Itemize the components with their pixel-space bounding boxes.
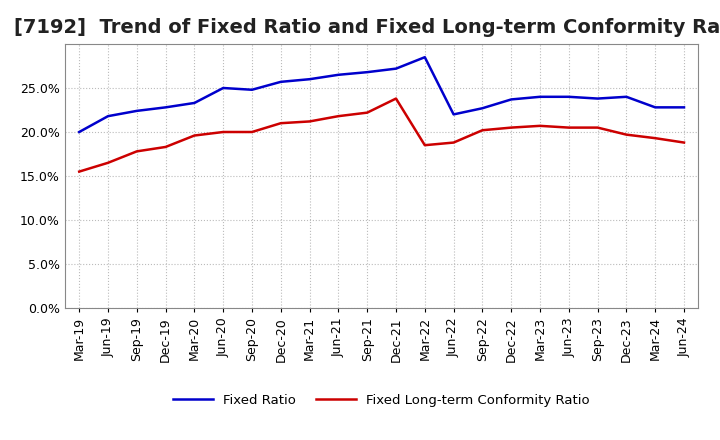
Fixed Ratio: [132, 108, 141, 114]
Fixed Ratio: [478, 106, 487, 111]
Fixed Ratio: [651, 105, 660, 110]
Fixed Ratio: [161, 105, 170, 110]
Fixed Long-term Conformity Ratio: [536, 123, 544, 128]
Fixed Ratio: [507, 97, 516, 102]
Fixed Long-term Conformity Ratio: [219, 129, 228, 135]
Fixed Long-term Conformity Ratio: [104, 160, 112, 165]
Fixed Long-term Conformity Ratio: [478, 128, 487, 133]
Fixed Ratio: [276, 79, 285, 84]
Fixed Ratio: [392, 66, 400, 71]
Line: Fixed Ratio: Fixed Ratio: [79, 57, 684, 132]
Line: Fixed Long-term Conformity Ratio: Fixed Long-term Conformity Ratio: [79, 99, 684, 172]
Fixed Long-term Conformity Ratio: [651, 136, 660, 141]
Fixed Long-term Conformity Ratio: [622, 132, 631, 137]
Fixed Ratio: [248, 87, 256, 92]
Fixed Ratio: [219, 85, 228, 91]
Fixed Ratio: [363, 70, 372, 75]
Fixed Long-term Conformity Ratio: [161, 144, 170, 150]
Fixed Long-term Conformity Ratio: [680, 140, 688, 145]
Fixed Ratio: [449, 112, 458, 117]
Fixed Long-term Conformity Ratio: [392, 96, 400, 101]
Title: [7192]  Trend of Fixed Ratio and Fixed Long-term Conformity Ratio: [7192] Trend of Fixed Ratio and Fixed Lo…: [14, 18, 720, 37]
Fixed Ratio: [305, 77, 314, 82]
Fixed Long-term Conformity Ratio: [564, 125, 573, 130]
Fixed Long-term Conformity Ratio: [305, 119, 314, 124]
Fixed Ratio: [104, 114, 112, 119]
Fixed Long-term Conformity Ratio: [248, 129, 256, 135]
Fixed Long-term Conformity Ratio: [593, 125, 602, 130]
Fixed Ratio: [420, 55, 429, 60]
Fixed Ratio: [334, 72, 343, 77]
Fixed Long-term Conformity Ratio: [449, 140, 458, 145]
Fixed Long-term Conformity Ratio: [75, 169, 84, 174]
Fixed Ratio: [536, 94, 544, 99]
Fixed Long-term Conformity Ratio: [420, 143, 429, 148]
Legend: Fixed Ratio, Fixed Long-term Conformity Ratio: Fixed Ratio, Fixed Long-term Conformity …: [168, 389, 595, 412]
Fixed Ratio: [593, 96, 602, 101]
Fixed Long-term Conformity Ratio: [363, 110, 372, 115]
Fixed Long-term Conformity Ratio: [190, 133, 199, 138]
Fixed Long-term Conformity Ratio: [276, 121, 285, 126]
Fixed Ratio: [564, 94, 573, 99]
Fixed Ratio: [75, 129, 84, 135]
Fixed Ratio: [680, 105, 688, 110]
Fixed Ratio: [190, 100, 199, 106]
Fixed Long-term Conformity Ratio: [507, 125, 516, 130]
Fixed Long-term Conformity Ratio: [334, 114, 343, 119]
Fixed Long-term Conformity Ratio: [132, 149, 141, 154]
Fixed Ratio: [622, 94, 631, 99]
